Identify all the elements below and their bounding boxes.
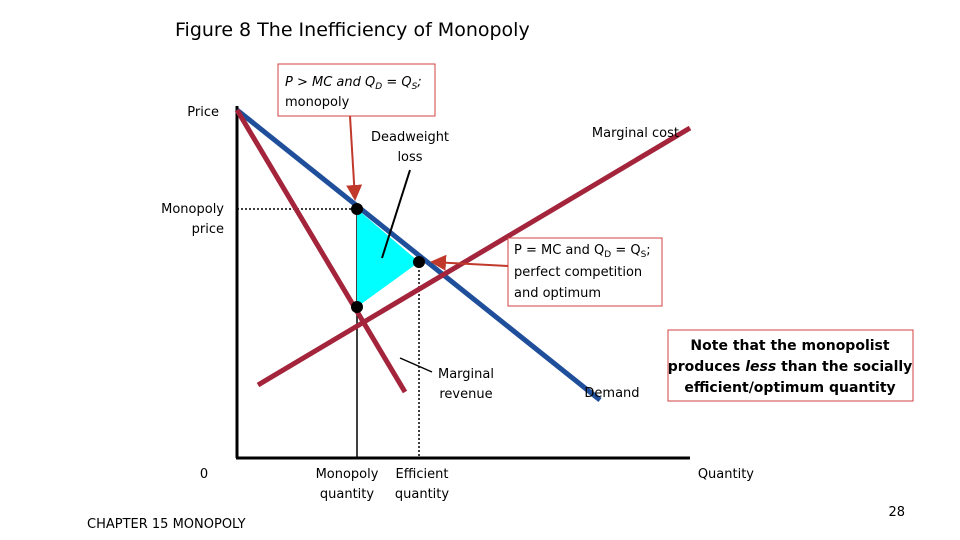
note-text: less [745,359,776,375]
efficient-quantity-label: Efficient [396,467,449,482]
monopoly-quantity-label: quantity [320,487,375,502]
y-label: Price [187,105,219,120]
note-text: Note that the monopolist [690,338,889,354]
point [351,301,363,313]
title: Figure 8 The Inefficiency of Monopoly [175,19,530,41]
marginal-cost-label: Marginal cost [592,126,679,141]
deadweight-loss-area [357,209,419,307]
callout-box [507,237,663,307]
monopoly-price-label: Monopoly [161,202,224,217]
note-text: produces [668,359,746,375]
callout-text: = Q [382,75,411,90]
callout-text: perfect competition [514,265,642,280]
monopoly-quantity-label: Monopoly [316,467,379,482]
callout-text: S [641,250,647,260]
callout-text: ; [646,243,650,258]
demand-curve [235,108,602,402]
origin: 0 [200,467,208,482]
note-text: produces less than the socially [668,359,913,375]
marginal-revenue-curve [234,108,408,394]
callout-text: and optimum [514,286,601,301]
arrow [430,254,509,271]
callout-text: = Q [611,243,640,258]
monopoly-price-label: price [192,222,224,237]
chapter: CHAPTER 15 MONOPOLY [87,517,246,532]
pointer [381,169,411,259]
page-number: 28 [888,505,905,520]
efficient-quantity-label: quantity [395,487,450,502]
note-text: efficient/optimum quantity [684,380,895,396]
callout-text: P = MC and Q [514,243,604,258]
point [351,203,363,215]
callout-box [277,63,436,117]
callout-text: P = MC and QD = QS; [514,243,651,260]
callout-text: monopoly [285,95,350,110]
demand-label: Demand [584,386,639,401]
deadweight-label: Deadweight [371,130,449,145]
callout-text: ; [417,75,421,90]
marginal-cost-curve [256,125,692,388]
callout-text: S [412,82,418,92]
marginal-revenue-label: revenue [439,387,492,402]
marginal-revenue-label: Marginal [438,367,494,382]
pointer [399,357,433,373]
note-box [667,329,914,402]
point [413,256,425,268]
x-label: Quantity [698,467,754,482]
callout-text: P > MC and Q [285,75,375,90]
callout-text: P > MC and QD = QS; [285,75,422,92]
callout-text: D [604,250,611,260]
callout-text: D [375,82,382,92]
deadweight-label: loss [397,150,422,165]
arrow [346,115,363,201]
note-text: than the socially [776,359,912,375]
